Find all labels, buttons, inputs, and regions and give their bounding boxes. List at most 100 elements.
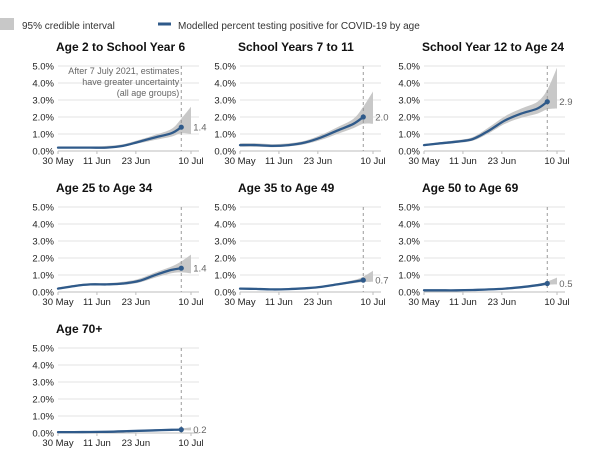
end-point <box>178 265 184 271</box>
y-tick-label: 3.0% <box>32 96 54 107</box>
y-tick-label: 0.0% <box>398 147 420 158</box>
x-tick-label: 10 Jul <box>360 297 385 308</box>
y-tick-label: 0.0% <box>214 288 236 299</box>
end-point <box>360 114 366 120</box>
y-tick-label: 2.0% <box>214 254 236 265</box>
small-multiples: Age 2 to School Year 6 0.0% 1.0% 2.0% 3.0% 4.… <box>32 40 572 449</box>
x-tick-label: 10 Jul <box>544 297 569 308</box>
end-point <box>178 427 184 433</box>
x-tick-label: 11 Jun <box>83 438 111 449</box>
y-tick-label: 5.0% <box>398 62 420 73</box>
y-tick-label: 5.0% <box>214 62 236 73</box>
x-tick-label: 11 Jun <box>265 297 293 308</box>
x-tick-label: 11 Jun <box>449 297 477 308</box>
panel-title: Age 70+ <box>56 322 102 336</box>
x-tick-label: 30 May <box>42 156 73 167</box>
panel-3: School Year 12 to Age 24 0.0% 1.0% 2.0% 3.0%… <box>398 40 572 167</box>
y-tick-label: 1.0% <box>398 271 420 282</box>
ci-band <box>240 270 373 290</box>
panel-title: School Years 7 to 11 <box>238 40 354 54</box>
y-tick-label: 0.0% <box>32 429 54 440</box>
x-tick-label: 30 May <box>42 297 73 308</box>
x-tick-label: 11 Jun <box>449 156 477 167</box>
uncertainty-note: After 7 July 2021, estimates <box>68 66 180 76</box>
x-tick-label: 11 Jun <box>265 156 293 167</box>
x-tick-label: 10 Jul <box>178 438 203 449</box>
x-tick-label: 23 Jun <box>122 438 151 449</box>
y-tick-label: 4.0% <box>398 79 420 90</box>
panel-1: Age 2 to School Year 6 0.0% 1.0% 2.0% 3.0% 4.… <box>32 40 206 167</box>
end-point <box>544 99 550 105</box>
y-tick-label: 3.0% <box>32 378 54 389</box>
y-tick-label: 2.0% <box>398 254 420 265</box>
series-line <box>238 115 365 148</box>
y-tick-label: 4.0% <box>32 220 54 231</box>
x-tick-label: 23 Jun <box>304 156 333 167</box>
y-tick-label: 1.0% <box>214 130 236 141</box>
series-line <box>56 428 183 434</box>
end-label: 1.4 <box>193 264 206 275</box>
y-tick-label: 3.0% <box>32 237 54 248</box>
panel-title: Age 2 to School Year 6 <box>56 40 185 54</box>
legend-ci-swatch <box>0 18 14 30</box>
x-tick-label: 23 Jun <box>304 297 333 308</box>
y-tick-label: 3.0% <box>214 96 236 107</box>
y-tick-label: 5.0% <box>32 203 54 214</box>
series-line <box>56 267 183 290</box>
y-tick-label: 0.0% <box>32 147 54 158</box>
y-tick-label: 4.0% <box>398 220 420 231</box>
y-tick-label: 4.0% <box>32 361 54 372</box>
end-label: 1.4 <box>193 123 206 134</box>
y-tick-label: 4.0% <box>214 79 236 90</box>
end-point <box>544 280 550 287</box>
y-tick-label: 1.0% <box>32 412 54 423</box>
y-tick-label: 5.0% <box>398 203 420 214</box>
x-tick-label: 30 May <box>224 297 255 308</box>
end-label: 0.7 <box>375 276 388 287</box>
x-tick-label: 30 May <box>224 156 255 167</box>
y-tick-label: 0.0% <box>32 288 54 299</box>
y-tick-label: 2.0% <box>32 113 54 124</box>
end-label: 0.2 <box>193 425 206 436</box>
y-tick-label: 3.0% <box>214 237 236 248</box>
y-tick-label: 5.0% <box>32 62 54 73</box>
x-tick-label: 11 Jun <box>83 297 111 308</box>
x-tick-label: 10 Jul <box>178 297 203 308</box>
y-tick-label: 1.0% <box>214 271 236 282</box>
x-tick-label: 10 Jul <box>178 156 203 167</box>
uncertainty-note: (all age groups) <box>117 88 180 98</box>
series-line <box>422 282 549 292</box>
series-line <box>56 126 183 149</box>
panel-2: School Years 7 to 11 0.0% 1.0% 2.0% 3.0% 4.0%… <box>214 40 388 167</box>
y-tick-label: 0.0% <box>398 288 420 299</box>
uncertainty-note: have greater uncertainty <box>82 77 180 87</box>
x-tick-label: 10 Jul <box>360 156 385 167</box>
y-tick-label: 2.0% <box>32 254 54 265</box>
panel-6: Age 50 to Age 69 0.0% 1.0% 2.0% 3.0% 4.0% 5.0%… <box>398 181 572 308</box>
x-tick-label: 23 Jun <box>122 297 151 308</box>
legend: 95% credible interval Modelled percent t… <box>0 18 420 32</box>
end-label: 2.0 <box>375 113 388 124</box>
y-tick-label: 4.0% <box>214 220 236 231</box>
y-tick-label: 3.0% <box>398 237 420 248</box>
panel-title: Age 25 to Age 34 <box>56 181 153 195</box>
legend-ci-label: 95% credible interval <box>22 21 115 32</box>
x-tick-label: 10 Jul <box>544 156 569 167</box>
y-tick-label: 5.0% <box>214 203 236 214</box>
y-tick-label: 2.0% <box>398 113 420 124</box>
x-tick-label: 30 May <box>42 438 73 449</box>
end-label: 2.9 <box>559 97 572 108</box>
legend-line-swatch <box>158 22 171 26</box>
panel-title: Age 50 to Age 69 <box>422 181 519 195</box>
y-tick-label: 1.0% <box>32 271 54 282</box>
panel-title: Age 35 to Age 49 <box>238 181 335 195</box>
y-tick-label: 1.0% <box>398 130 420 141</box>
end-point <box>178 124 184 130</box>
ci-band <box>58 106 191 149</box>
y-tick-label: 0.0% <box>214 147 236 158</box>
x-tick-label: 11 Jun <box>83 156 111 167</box>
series-line <box>238 278 365 291</box>
y-tick-label: 2.0% <box>32 395 54 406</box>
series-line <box>422 100 549 147</box>
